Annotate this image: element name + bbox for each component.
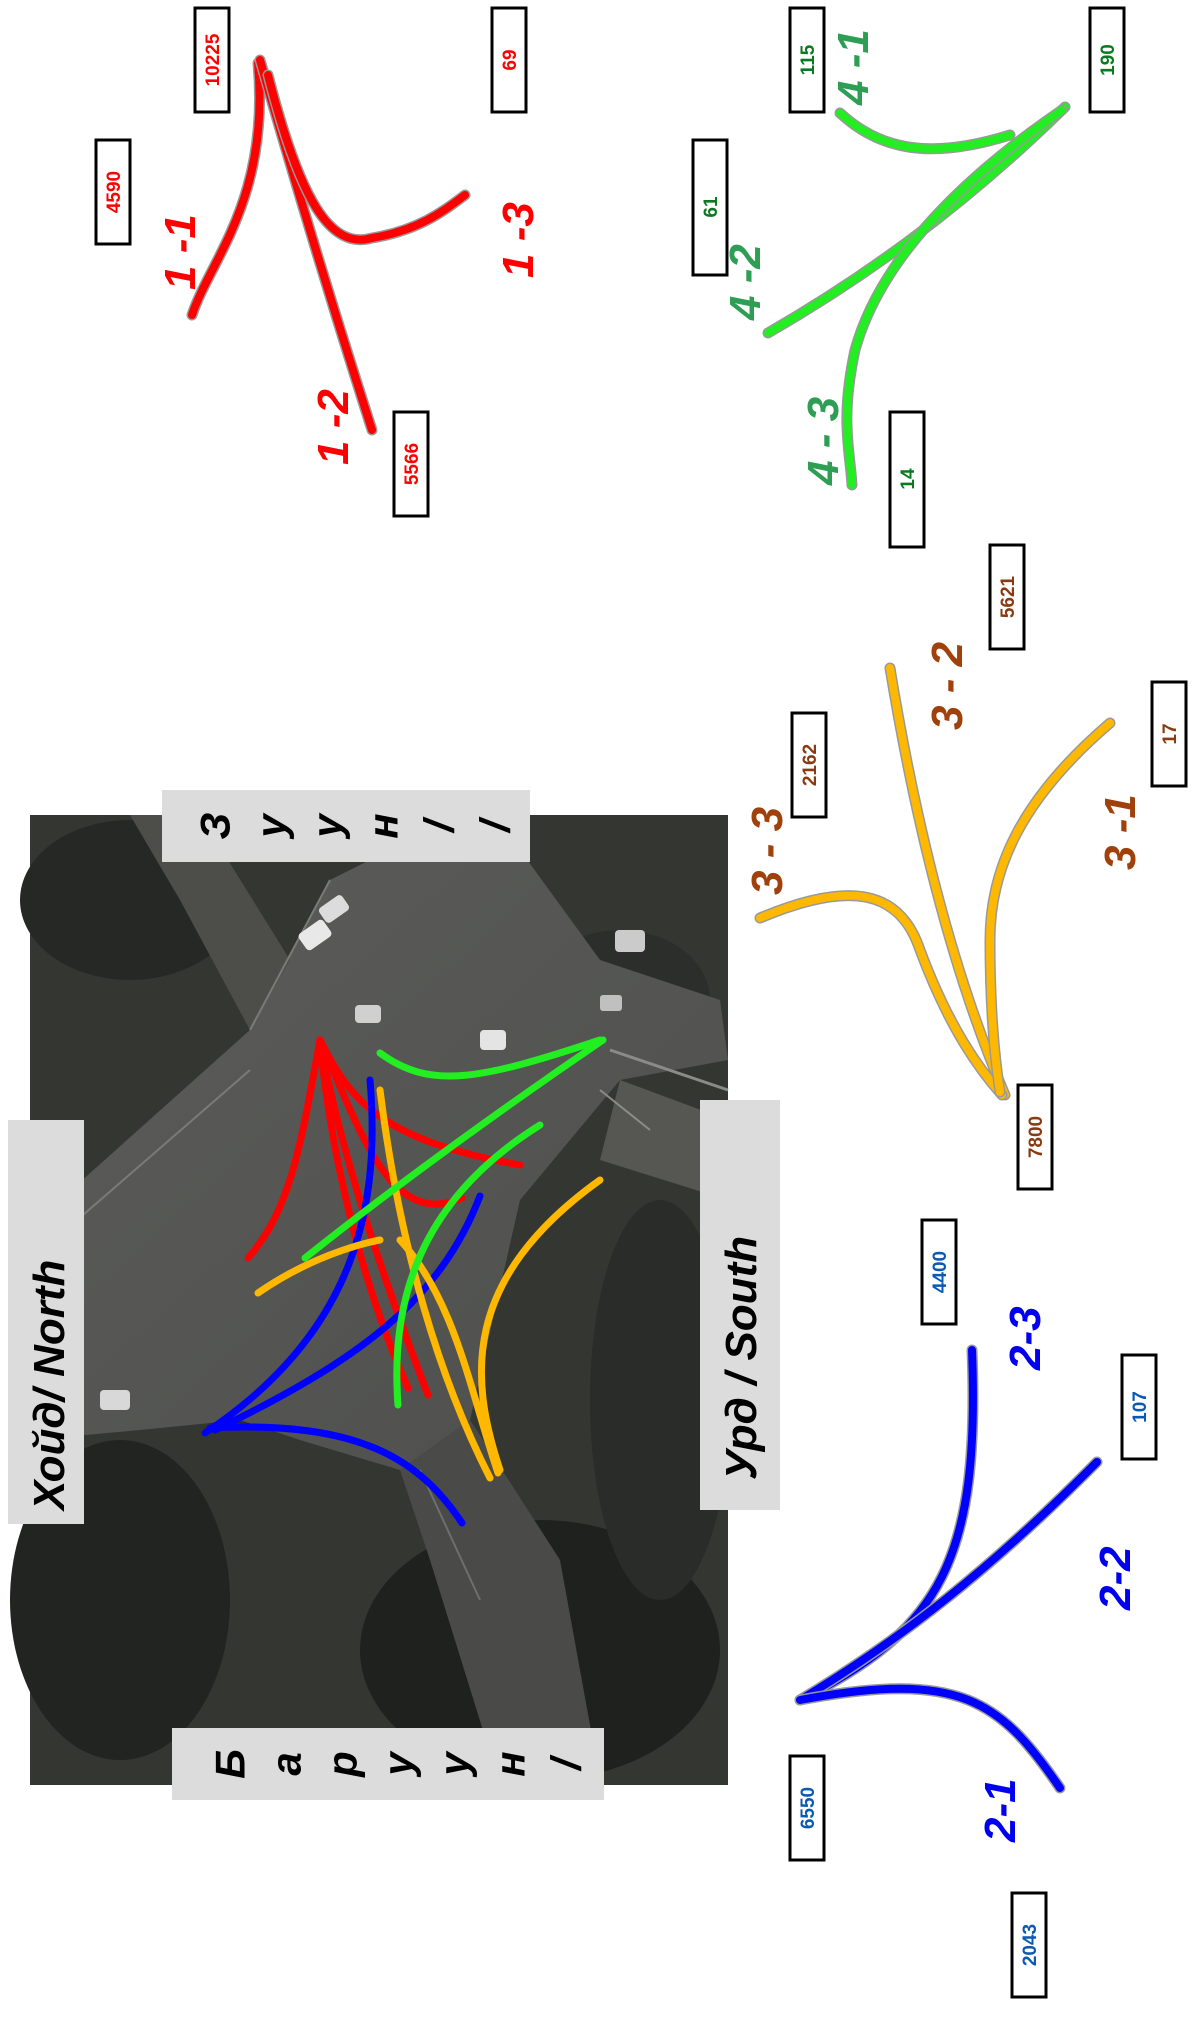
count-boxes: 10225 4590 5566 69 6550 2043 107 4400 78… xyxy=(94,6,1188,1999)
count-1-1: 4590 xyxy=(104,171,125,213)
count-2-3: 4400 xyxy=(930,1251,951,1293)
group-3-diagram xyxy=(754,662,1116,1101)
count-box-1-2: 5566 xyxy=(392,410,430,518)
count-box-3-1: 17 xyxy=(1150,680,1188,788)
count-box-2-main: 6550 xyxy=(788,1754,826,1862)
east-label-char: у xyxy=(248,812,295,840)
south-label: Урд / South xyxy=(717,1236,766,1480)
label-4-1: 4 -1 xyxy=(829,29,878,106)
count-2-1: 2043 xyxy=(1020,1924,1041,1966)
count-4-2: 61 xyxy=(701,196,722,218)
count-box-4-main: 190 xyxy=(1088,6,1126,114)
label-1-1: 1 -1 xyxy=(156,214,205,290)
east-label-char: З xyxy=(192,813,239,840)
west-label-char: / xyxy=(543,1754,590,1772)
west-label-char: Б xyxy=(207,1749,254,1779)
group-2-diagram xyxy=(794,1344,1103,1794)
label-1-2: 1 -2 xyxy=(309,389,358,465)
label-3-3: 3 - 3 xyxy=(743,807,792,895)
group-4-diagram xyxy=(762,101,1071,491)
count-box-3-3: 2162 xyxy=(790,711,828,819)
label-4-3: 4 - 3 xyxy=(799,397,848,486)
west-label-char: у xyxy=(375,1750,422,1778)
east-label-char: / xyxy=(472,816,519,834)
south-label-box: Урд / South xyxy=(700,1100,780,1510)
count-box-4-2: 61 xyxy=(691,138,729,277)
west-label-char: р xyxy=(319,1751,366,1778)
group-1-diagram xyxy=(186,54,471,436)
label-3-2: 3 - 2 xyxy=(923,641,972,730)
north-label: Хойд/ North xyxy=(25,1260,74,1513)
east-label-char: у xyxy=(304,812,351,840)
count-1-main: 10225 xyxy=(203,33,224,86)
label-4-2: 4 -2 xyxy=(721,244,770,321)
count-3-main: 7800 xyxy=(1026,1116,1047,1158)
count-3-3: 2162 xyxy=(800,744,821,786)
label-2-2: 2-2 xyxy=(1091,1546,1140,1611)
count-4-main: 190 xyxy=(1098,44,1119,76)
west-label-char: н xyxy=(487,1751,534,1776)
aerial-photo xyxy=(10,815,730,1785)
count-1-3: 69 xyxy=(500,49,521,70)
count-4-3: 14 xyxy=(898,468,919,490)
count-2-2: 107 xyxy=(1130,1391,1151,1423)
label-3-1: 3 -1 xyxy=(1096,794,1145,870)
west-label-char: у xyxy=(431,1750,478,1778)
count-box-4-3: 14 xyxy=(888,410,926,549)
count-3-2: 5621 xyxy=(998,575,1019,618)
count-1-2: 5566 xyxy=(402,443,423,485)
count-box-3-main: 7800 xyxy=(1016,1083,1054,1191)
north-label-box: Хойд/ North xyxy=(8,1120,84,1524)
label-2-1: 2-1 xyxy=(976,1778,1025,1843)
east-label-char: н xyxy=(360,813,407,838)
count-4-1: 115 xyxy=(798,44,819,75)
count-box-2-3: 4400 xyxy=(920,1218,958,1326)
count-box-1-3: 69 xyxy=(490,6,528,114)
count-3-1: 17 xyxy=(1160,723,1181,744)
count-box-1-main: 10225 xyxy=(193,6,231,114)
count-2-main: 6550 xyxy=(798,1787,819,1829)
west-label-char: а xyxy=(263,1752,310,1775)
count-box-4-1: 115 xyxy=(788,6,826,114)
label-2-3: 2-3 xyxy=(1001,1306,1050,1371)
photo-movement-lines xyxy=(201,1036,607,1527)
count-box-1-1: 4590 xyxy=(94,138,132,246)
count-box-3-2: 5621 xyxy=(988,543,1026,651)
label-1-3: 1 -3 xyxy=(494,202,543,278)
count-box-2-1: 2043 xyxy=(1010,1891,1048,1999)
east-label-char: / xyxy=(416,816,463,834)
movement-labels: 1 -1 1 -2 1 -3 2-1 2-2 2-3 3 - 3 3 - 2 3… xyxy=(156,29,1145,1843)
count-box-2-2: 107 xyxy=(1120,1353,1158,1461)
